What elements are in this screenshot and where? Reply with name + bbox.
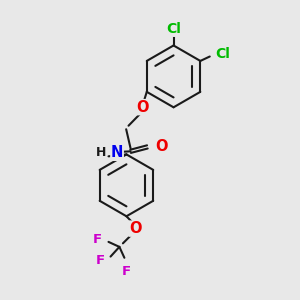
Text: O: O — [155, 140, 167, 154]
Text: O: O — [136, 100, 148, 115]
Text: O: O — [129, 221, 142, 236]
Text: N: N — [111, 145, 123, 160]
Text: Cl: Cl — [215, 47, 230, 61]
Text: F: F — [95, 254, 105, 267]
Text: Cl: Cl — [166, 22, 181, 36]
Text: F: F — [93, 233, 102, 246]
Text: H: H — [96, 146, 106, 159]
Text: F: F — [122, 265, 131, 278]
